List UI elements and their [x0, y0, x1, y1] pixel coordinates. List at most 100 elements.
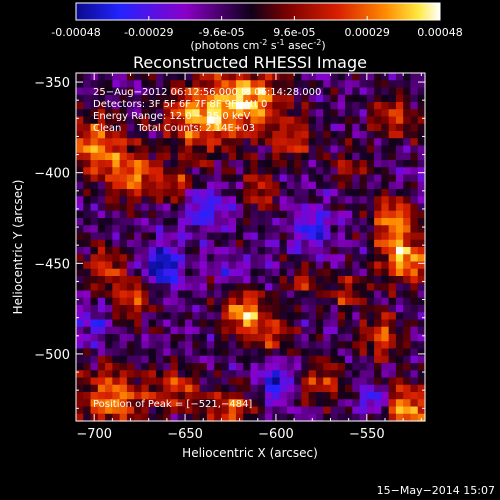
heatmap-cell [257, 239, 266, 248]
heatmap-cell [90, 87, 99, 96]
heatmap-cell [388, 326, 397, 335]
heatmap-cell [330, 116, 339, 125]
heatmap-cell [119, 392, 128, 400]
heatmap-cell [294, 406, 302, 415]
heatmap-cell [221, 203, 230, 212]
heatmap-cell [330, 109, 339, 118]
heatmap-cell [170, 94, 179, 103]
heatmap-cell [374, 116, 382, 125]
heatmap-cell [257, 109, 266, 118]
heatmap-cell [345, 232, 353, 241]
heatmap-cell [381, 138, 390, 147]
heatmap-cell [374, 290, 382, 299]
heatmap-cell [112, 334, 121, 342]
heatmap-cell [279, 268, 288, 277]
heatmap-cell [330, 261, 339, 270]
heatmap-cell [83, 312, 92, 321]
heatmap-cell [359, 392, 368, 400]
heatmap-cell [235, 334, 244, 342]
heatmap-cell [148, 239, 157, 248]
heatmap-cell [105, 73, 113, 81]
heatmap-cell [199, 413, 208, 422]
heatmap-cell [308, 341, 317, 350]
heatmap-cell [90, 355, 99, 364]
heatmap-cell [323, 181, 332, 190]
heatmap-cell [170, 210, 179, 219]
heatmap-cell [265, 116, 273, 125]
heatmap-cell [76, 341, 84, 350]
heatmap-cell [359, 160, 368, 168]
heatmap-cell [417, 377, 426, 386]
heatmap-cell [90, 203, 99, 212]
heatmap-cell [228, 312, 237, 321]
heatmap-cell [134, 218, 143, 226]
heatmap-cell [90, 312, 99, 321]
heatmap-cell [417, 392, 426, 400]
heatmap-cell [257, 123, 266, 132]
heatmap-cell [170, 406, 179, 415]
heatmap-cell [257, 312, 266, 321]
heatmap-cell [345, 283, 353, 292]
heatmap-cell [199, 348, 208, 357]
heatmap-cell [83, 94, 92, 103]
heatmap-cell [83, 138, 92, 147]
heatmap-cell [395, 355, 404, 364]
heatmap-cell [170, 123, 179, 132]
heatmap-cell [279, 174, 288, 183]
heatmap-cell [243, 283, 252, 292]
heatmap-cell [170, 370, 179, 379]
heatmap-cell [112, 181, 121, 190]
heatmap-cell [163, 363, 172, 371]
heatmap-cell [315, 355, 324, 364]
heatmap-cell [141, 384, 150, 393]
heatmap-cell [315, 290, 324, 299]
heatmap-cell [366, 261, 375, 270]
heatmap-cell [272, 116, 281, 125]
heatmap-cell [243, 152, 252, 161]
heatmap-cell [83, 203, 92, 212]
heatmap-cell [388, 138, 397, 147]
heatmap-cell [359, 174, 368, 183]
heatmap-cell [228, 152, 237, 161]
heatmap-cell [388, 73, 397, 81]
heatmap-cell [83, 87, 92, 96]
heatmap-cell [359, 239, 368, 248]
heatmap-cell [294, 152, 302, 161]
heatmap-cell [163, 305, 172, 313]
heatmap-cell [97, 73, 106, 81]
heatmap-cell [221, 406, 230, 415]
heatmap-cell [177, 131, 186, 139]
heatmap-cell [148, 305, 157, 313]
heatmap-cell [177, 276, 186, 284]
heatmap-cell [381, 290, 390, 299]
heatmap-cell [381, 80, 390, 89]
heatmap-cell [388, 189, 397, 197]
heatmap-cell [185, 181, 193, 190]
heatmap-cell [112, 341, 121, 350]
heatmap-cell [185, 406, 193, 415]
heatmap-cell [112, 305, 121, 313]
heatmap-cell [257, 94, 266, 103]
heatmap-cell [337, 276, 346, 284]
heatmap-cell [395, 225, 404, 234]
heatmap-cell [163, 326, 172, 335]
heatmap-cell [199, 268, 208, 277]
heatmap-cell [374, 261, 382, 270]
heatmap-cell [235, 276, 244, 284]
heatmap-cell [134, 355, 143, 364]
heatmap-cell [352, 334, 361, 342]
heatmap-cell [185, 370, 193, 379]
heatmap-cell [90, 268, 99, 277]
heatmap-cell [388, 254, 397, 263]
heatmap-cell [90, 283, 99, 292]
heatmap-cell [83, 123, 92, 132]
heatmap-cell [250, 225, 259, 234]
heatmap-cell [345, 160, 353, 168]
heatmap-cell [279, 312, 288, 321]
heatmap-cell [345, 268, 353, 277]
heatmap-cell [286, 319, 295, 328]
heatmap-cell [308, 305, 317, 313]
heatmap-cell [112, 363, 121, 371]
heatmap-cell [199, 210, 208, 219]
heatmap-cell [199, 341, 208, 350]
